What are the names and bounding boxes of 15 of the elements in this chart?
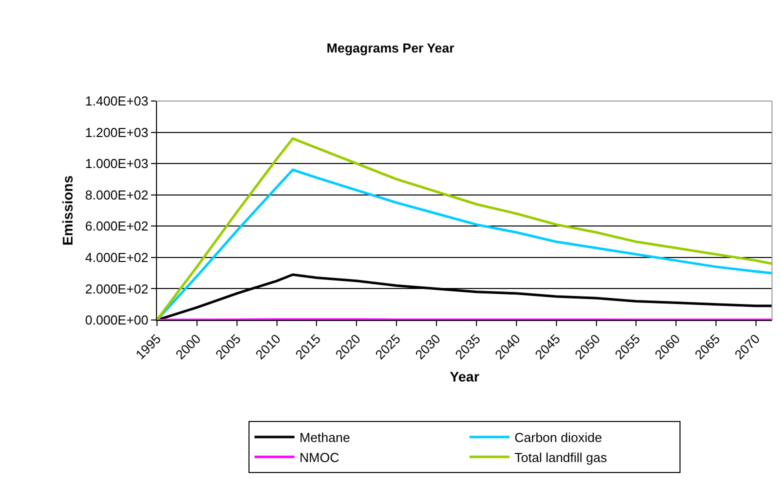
y-tick-label: 1.200E+03: [85, 124, 148, 140]
y-tick-label: 0.000E+00: [85, 312, 148, 328]
y-tick-label: 6.000E+02: [85, 218, 148, 234]
legend-label: Total landfill gas: [514, 450, 608, 465]
y-tick-label: 1.000E+03: [85, 156, 148, 172]
y-tick-label: 2.000E+02: [85, 281, 148, 296]
y-tick-label: 4.000E+02: [85, 250, 148, 265]
legend-label: Carbon dioxide: [514, 430, 602, 446]
legend-label: Methane: [300, 430, 350, 446]
legend-label: NMOC: [300, 450, 340, 465]
y-tick-label: 8.000E+02: [85, 187, 148, 202]
y-tick-label: 1.400E+03: [85, 94, 148, 109]
chart-title: Megagrams Per Year: [326, 40, 454, 56]
y-axis-title: Emissions: [60, 175, 76, 246]
x-axis-title: Year: [450, 368, 480, 385]
